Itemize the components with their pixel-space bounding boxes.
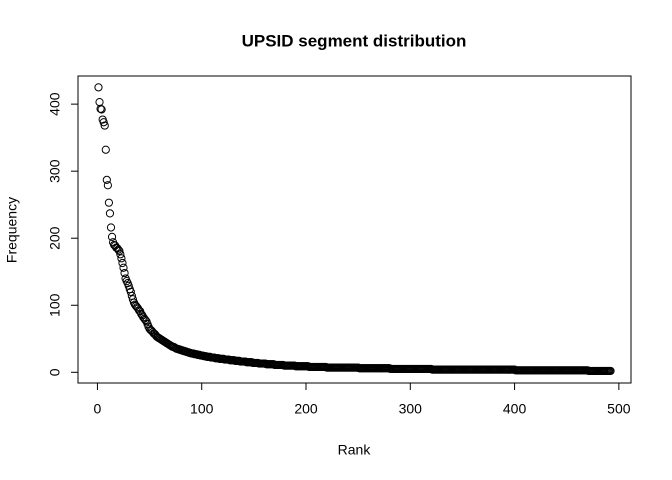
- point: [104, 198, 114, 207]
- point: [118, 258, 127, 268]
- point: [103, 181, 112, 190]
- x-tick-label: 100: [190, 401, 214, 417]
- y-axis-label: Frequency: [4, 197, 20, 263]
- point: [122, 277, 131, 286]
- point: [105, 209, 115, 218]
- point: [96, 104, 105, 113]
- point: [119, 263, 128, 272]
- x-axis-label: Rank: [338, 442, 372, 458]
- point: [606, 366, 615, 376]
- point: [106, 223, 116, 232]
- chart-title: UPSID segment distribution: [242, 31, 467, 50]
- point: [128, 295, 137, 304]
- point: [120, 268, 129, 278]
- x-tick-label: 500: [607, 401, 631, 417]
- point: [101, 145, 110, 154]
- x-tick-label: 0: [94, 401, 102, 417]
- y-tick-label: 200: [47, 226, 63, 250]
- point: [100, 121, 109, 130]
- y-tick-label: 100: [47, 293, 63, 317]
- point: [117, 254, 126, 263]
- y-tick-label: 400: [47, 92, 63, 116]
- y-tick-label: 300: [47, 159, 63, 183]
- point: [124, 281, 133, 290]
- point: [99, 118, 108, 127]
- point: [115, 246, 124, 256]
- point: [95, 98, 104, 107]
- point: [141, 315, 150, 325]
- point: [97, 105, 106, 114]
- point: [102, 175, 111, 184]
- point: [107, 232, 117, 241]
- x-tick-label: 400: [503, 401, 527, 417]
- point: [116, 250, 125, 259]
- point: [114, 245, 123, 254]
- point: [126, 287, 135, 296]
- point: [94, 83, 103, 92]
- x-tick-label: 200: [294, 401, 318, 417]
- y-tick-label: 0: [47, 368, 63, 376]
- x-tick-label: 300: [399, 401, 423, 417]
